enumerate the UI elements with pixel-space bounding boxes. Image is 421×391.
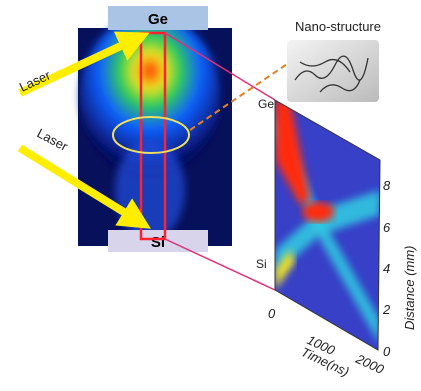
y-axis-title: Distance (mm) bbox=[402, 245, 417, 330]
laser-label: Laser bbox=[35, 125, 71, 154]
figure: Ge Si Laser Laser Nano-structure Ge Si 8… bbox=[0, 0, 421, 391]
si-label: Si bbox=[151, 234, 165, 251]
plume-lower bbox=[115, 140, 185, 240]
y-tick-label: 6 bbox=[383, 220, 391, 235]
streak-plot bbox=[270, 95, 385, 355]
y-tick-label: 8 bbox=[383, 178, 391, 193]
plot-ge-label: Ge bbox=[258, 97, 274, 111]
plot-si-label: Si bbox=[256, 257, 267, 271]
x-tick-label: 0 bbox=[268, 306, 276, 321]
ge-label: Ge bbox=[148, 11, 168, 28]
x-tick-label: 2000 bbox=[353, 351, 387, 378]
laser-label: Laser bbox=[17, 67, 53, 95]
y-tick-label: 4 bbox=[383, 261, 390, 276]
inset-title: Nano-structure bbox=[295, 19, 381, 34]
y-tick-label: 2 bbox=[382, 302, 391, 317]
y-tick-label: 0 bbox=[383, 344, 391, 359]
